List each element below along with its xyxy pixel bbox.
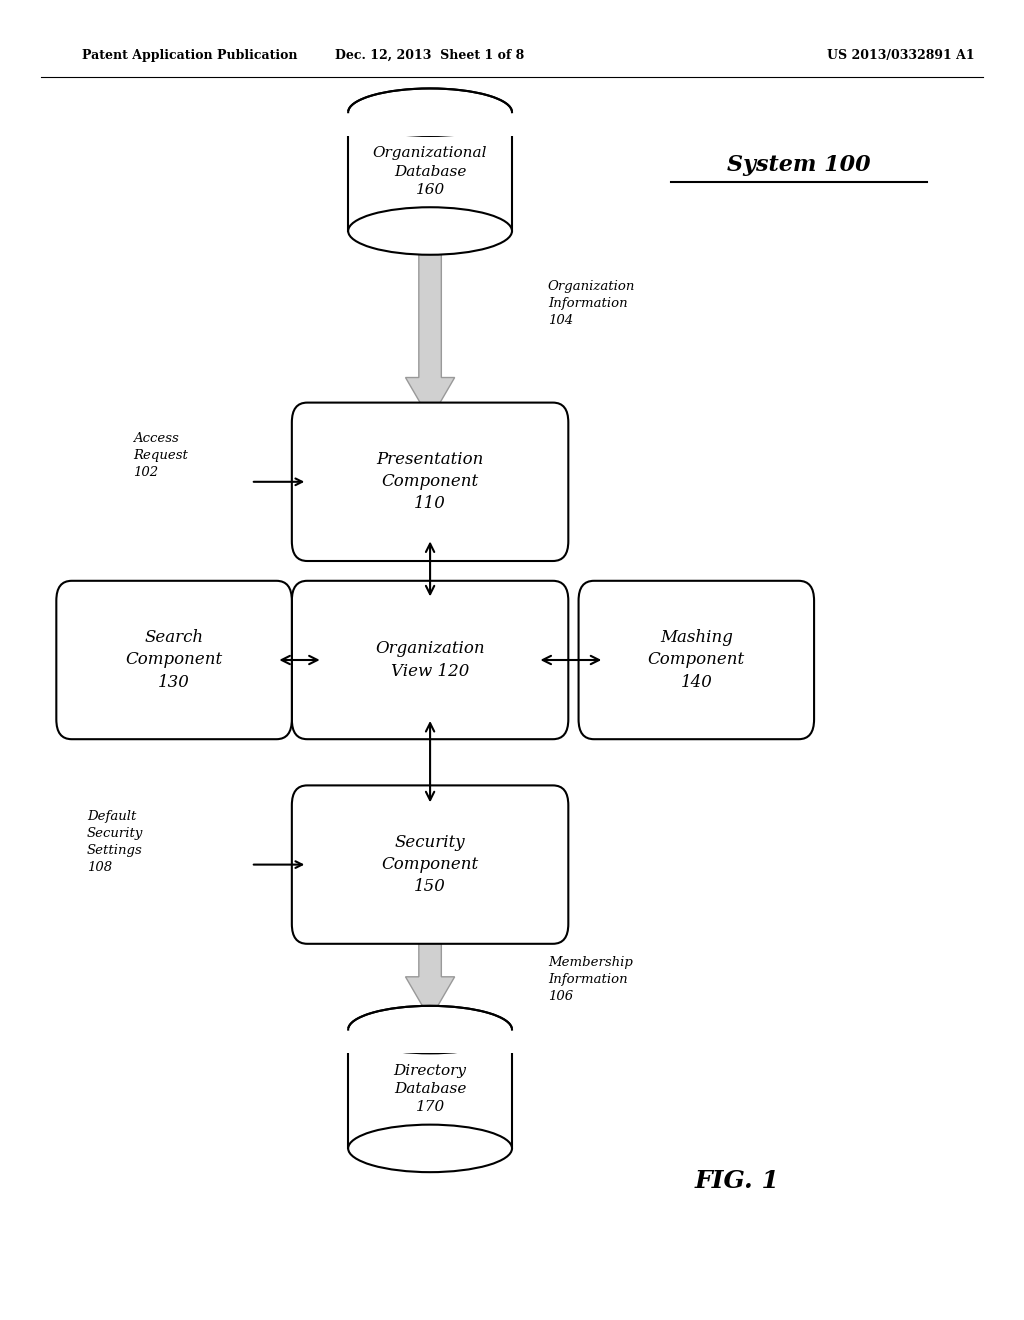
- Text: Directory
Database
170: Directory Database 170: [393, 1064, 467, 1114]
- Text: Organization
View 120: Organization View 120: [375, 640, 485, 680]
- Bar: [348, 112, 512, 231]
- Polygon shape: [406, 923, 455, 1019]
- Text: Mashing
Component
140: Mashing Component 140: [648, 630, 744, 690]
- Text: Patent Application Publication: Patent Application Publication: [82, 49, 297, 62]
- FancyBboxPatch shape: [56, 581, 292, 739]
- Ellipse shape: [348, 1125, 512, 1172]
- FancyBboxPatch shape: [292, 581, 568, 739]
- Ellipse shape: [348, 88, 512, 136]
- Text: Access
Request
102: Access Request 102: [133, 432, 188, 479]
- Text: System 100: System 100: [727, 154, 870, 176]
- Bar: [348, 1030, 512, 1148]
- Text: Security
Component
150: Security Component 150: [382, 834, 478, 895]
- FancyBboxPatch shape: [292, 785, 568, 944]
- Polygon shape: [406, 234, 455, 420]
- Text: US 2013/0332891 A1: US 2013/0332891 A1: [827, 49, 975, 62]
- Text: Dec. 12, 2013  Sheet 1 of 8: Dec. 12, 2013 Sheet 1 of 8: [336, 49, 524, 62]
- Text: Organization
Information
104: Organization Information 104: [548, 280, 635, 327]
- Text: Default
Security
Settings
108: Default Security Settings 108: [87, 810, 143, 874]
- Text: FIG. 1: FIG. 1: [695, 1170, 779, 1193]
- FancyBboxPatch shape: [292, 403, 568, 561]
- Ellipse shape: [348, 1006, 512, 1053]
- Ellipse shape: [348, 207, 512, 255]
- Bar: [346, 1028, 514, 1053]
- Text: Presentation
Component
110: Presentation Component 110: [377, 451, 483, 512]
- Text: Membership
Information
106: Membership Information 106: [548, 956, 633, 1003]
- Text: Search
Component
130: Search Component 130: [126, 630, 222, 690]
- Bar: [346, 111, 514, 136]
- Text: Organizational
Database
160: Organizational Database 160: [373, 147, 487, 197]
- FancyBboxPatch shape: [579, 581, 814, 739]
